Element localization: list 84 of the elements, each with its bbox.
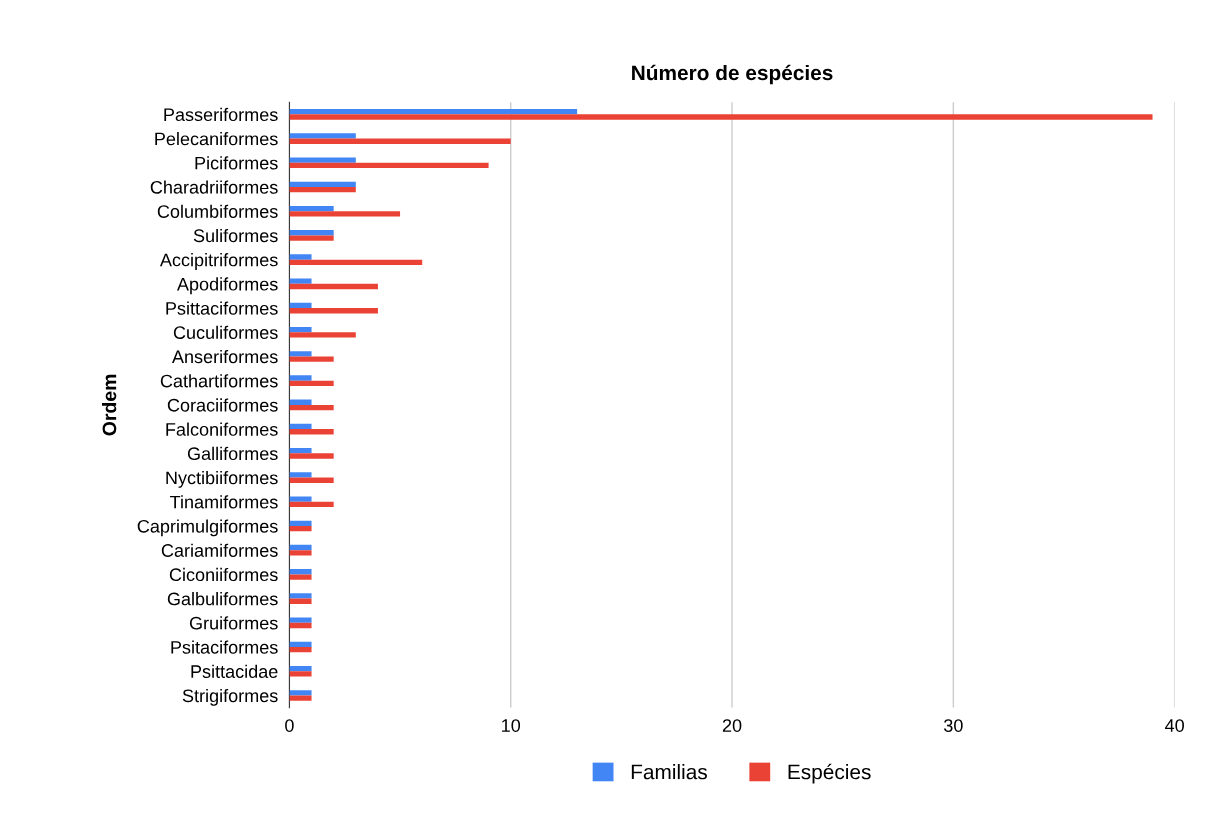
y-tick-label: Ciconiiformes: [169, 567, 278, 582]
y-tick-label: Columbiformes: [157, 204, 278, 218]
bar: [289, 133, 356, 139]
bar: [289, 326, 312, 333]
bar: [289, 109, 578, 115]
bar: [289, 230, 334, 236]
y-tick-label: Falconiformes: [166, 422, 278, 436]
x-tick-label: 0: [285, 719, 294, 732]
y-tick-label: Accipitriformes: [159, 253, 278, 270]
bar: [289, 501, 334, 508]
bar: [289, 647, 312, 653]
bar: [289, 404, 334, 411]
legend-label: Espécies: [788, 763, 871, 784]
bar: [289, 423, 312, 430]
y-tick-label: Tinamiformes: [170, 495, 278, 509]
x-tick-label: 20: [722, 719, 742, 732]
y-tick-label: Psittaciformes: [166, 301, 278, 315]
y-tick-label: Gruiformes: [189, 616, 278, 630]
bar: [289, 598, 312, 604]
bar: [289, 525, 312, 532]
bar: [289, 399, 312, 405]
bar: [289, 550, 312, 556]
y-tick-label: Cathartiformes: [160, 374, 278, 388]
bar: [289, 622, 312, 629]
bar: [289, 574, 312, 580]
bar: [289, 235, 334, 241]
y-tick-label: Galbuliformes: [167, 592, 278, 606]
chart-title: Número de espécies: [632, 64, 833, 85]
bar: [289, 254, 312, 260]
bar: [289, 569, 312, 575]
y-tick-label: Suliformes: [193, 228, 278, 243]
y-tick-label: Charadriiformes: [150, 180, 278, 194]
bar: [289, 665, 312, 672]
y-tick-label: Cariamiformes: [161, 543, 278, 557]
bar: [289, 448, 312, 454]
bar: [289, 496, 312, 502]
y-tick-label: Nyctibiiformes: [166, 471, 278, 488]
bar: [289, 351, 312, 357]
bar: [289, 259, 423, 265]
x-tick-label: 10: [502, 719, 521, 732]
y-tick-label: Piciformes: [195, 156, 278, 170]
y-tick-label: Strigiformes: [182, 688, 278, 706]
x-tick-label: 40: [1165, 719, 1184, 732]
y-tick-label: Caprimulgiformes: [137, 519, 278, 537]
y-tick-label: Anseriformes: [171, 349, 278, 364]
x-tick-label: 30: [943, 719, 963, 732]
bar: [289, 162, 489, 169]
y-tick-label: Psitaciformes: [171, 640, 278, 654]
bar: [289, 641, 312, 648]
bar: [289, 114, 1153, 120]
bar: [289, 593, 312, 599]
bar: [289, 186, 356, 193]
y-tick-label: Coraciiformes: [167, 398, 278, 412]
bar: [289, 283, 378, 290]
bar: [289, 278, 312, 284]
bar: [289, 695, 312, 701]
bar: [289, 375, 312, 381]
bar: [289, 380, 334, 387]
bar: [289, 617, 312, 623]
y-tick-label: Galliformes: [187, 446, 278, 461]
y-tick-label: Passeriformes: [164, 107, 278, 122]
bar: [289, 544, 312, 551]
bar: [289, 356, 334, 362]
y-tick-label: Apodiformes: [176, 277, 278, 295]
bar: [289, 472, 312, 478]
bar: [289, 477, 334, 483]
bar: [289, 157, 356, 163]
bar: [289, 690, 312, 696]
y-tick-label: Pelecaniformes: [155, 132, 278, 146]
bar: [289, 671, 312, 677]
bar: [289, 429, 334, 435]
y-tick-label: Cuculiformes: [173, 325, 278, 339]
bar: [289, 181, 356, 187]
legend-label: Familias: [631, 764, 707, 780]
bar: [289, 332, 356, 338]
y-tick-label: Psittacidae: [191, 664, 278, 678]
bar: [289, 205, 334, 212]
bar: [289, 520, 312, 526]
y-axis-title: Ordem: [102, 374, 117, 436]
bar: [289, 211, 401, 217]
bar: [289, 308, 378, 314]
bar: [289, 138, 511, 144]
bar: [289, 302, 312, 309]
bar: [289, 453, 334, 459]
